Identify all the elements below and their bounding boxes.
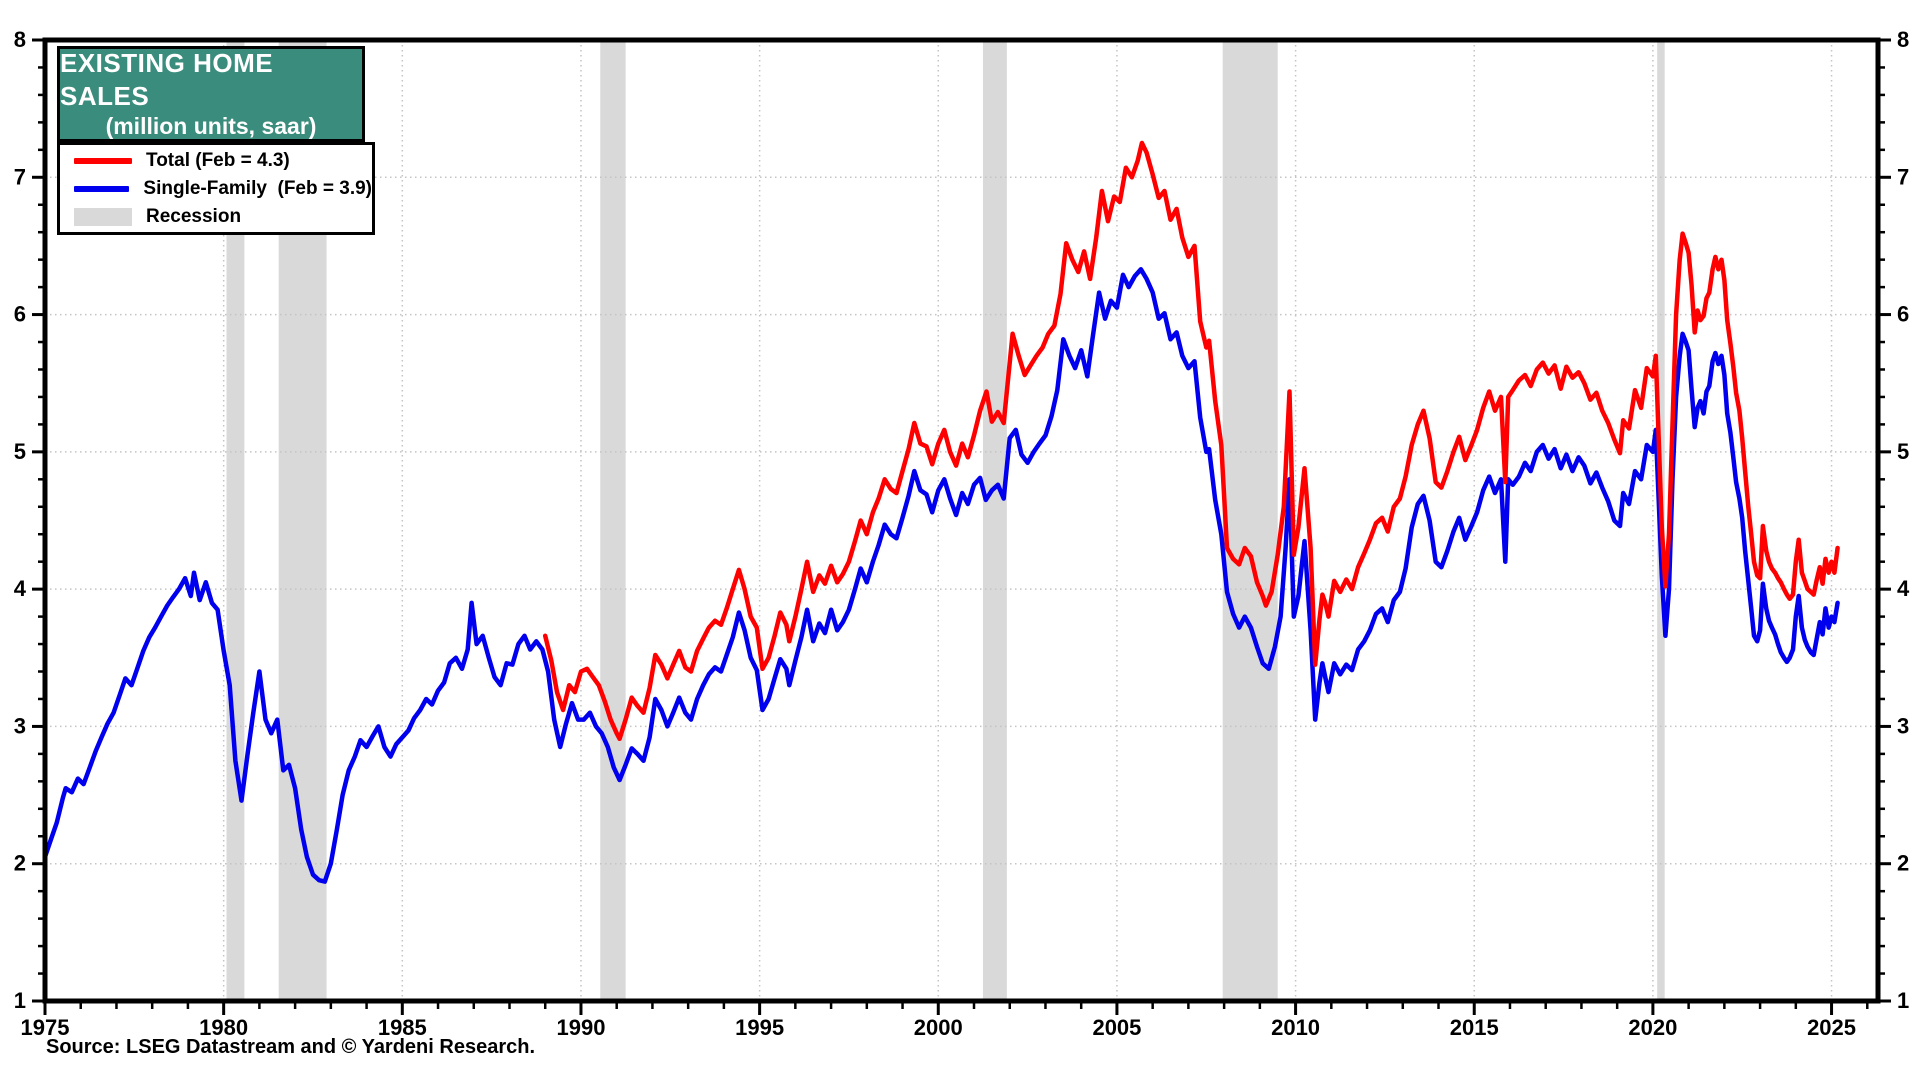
recession-swatch	[74, 207, 132, 226]
x-axis-label: 1985	[378, 1015, 427, 1040]
y-axis-label-right: 3	[1897, 713, 1909, 738]
legend-label-recession: Recession	[146, 205, 242, 227]
legend: Total (Feb = 4.3) Single-Family (Feb = 3…	[57, 142, 375, 235]
legend-item-single-family: Single-Family (Feb = 3.9)	[74, 177, 372, 201]
y-axis-label-left: 5	[14, 439, 26, 464]
y-axis-label-left: 7	[14, 164, 26, 189]
x-axis-label: 2020	[1628, 1015, 1677, 1040]
y-axis-label-right: 5	[1897, 439, 1909, 464]
total-line-swatch	[74, 157, 132, 164]
single-family-series-line	[42, 267, 1840, 884]
chart-title: EXISTING HOME SALES	[60, 48, 274, 111]
y-axis-label-right: 8	[1897, 27, 1909, 52]
x-axis-label: 2025	[1807, 1015, 1856, 1040]
y-axis-label-right: 1	[1897, 988, 1909, 1013]
axis-tick-labels: 1975 1980 1985 1990 1995 2000 2005 2010 2015 2020…	[14, 27, 1910, 1040]
x-axis-label: 1995	[735, 1015, 784, 1040]
y-axis-label-left: 6	[14, 302, 26, 327]
recession-band	[982, 40, 1007, 1001]
source-note: Source: LSEG Datastream and © Yardeni Re…	[46, 1036, 536, 1058]
x-axis-label: 2005	[1092, 1015, 1141, 1040]
series-lines	[42, 140, 1840, 884]
axis-ticks	[32, 38, 1891, 1015]
chart-title-box: EXISTING HOME SALES (million units, saar…	[57, 46, 365, 142]
legend-label-single-family: Single-Family (Feb = 3.9)	[143, 177, 372, 199]
recession-bands	[226, 40, 1665, 1001]
recession-band	[226, 40, 245, 1001]
y-axis-label-left: 2	[14, 851, 26, 876]
chart-subtitle: (million units, saar)	[105, 113, 317, 140]
y-axis-label-right: 4	[1897, 576, 1910, 601]
y-axis-label-right: 6	[1897, 302, 1909, 327]
y-axis-label-left: 3	[14, 713, 26, 738]
y-axis-label-left: 1	[14, 988, 26, 1013]
single-family-line-swatch	[74, 185, 130, 192]
x-axis-label: 1980	[199, 1015, 248, 1040]
plot-frame	[42, 37, 1881, 1004]
legend-label-total: Total (Feb = 4.3)	[146, 149, 290, 171]
y-axis-label-right: 7	[1897, 164, 1909, 189]
x-axis-label: 2000	[914, 1015, 963, 1040]
legend-item-recession: Recession	[74, 205, 372, 229]
y-axis-label-left: 4	[14, 576, 27, 601]
x-axis-label: 2015	[1450, 1015, 1499, 1040]
x-axis-label: 1990	[556, 1015, 605, 1040]
total-series-line	[542, 140, 1840, 742]
recession-band	[600, 40, 626, 1001]
x-axis-label: 2010	[1271, 1015, 1320, 1040]
x-axis-label: 1975	[21, 1015, 70, 1040]
legend-item-total: Total (Feb = 4.3)	[74, 149, 372, 173]
y-axis-label-right: 2	[1897, 851, 1909, 876]
recession-band	[1222, 40, 1278, 1001]
y-axis-label-left: 8	[14, 27, 26, 52]
